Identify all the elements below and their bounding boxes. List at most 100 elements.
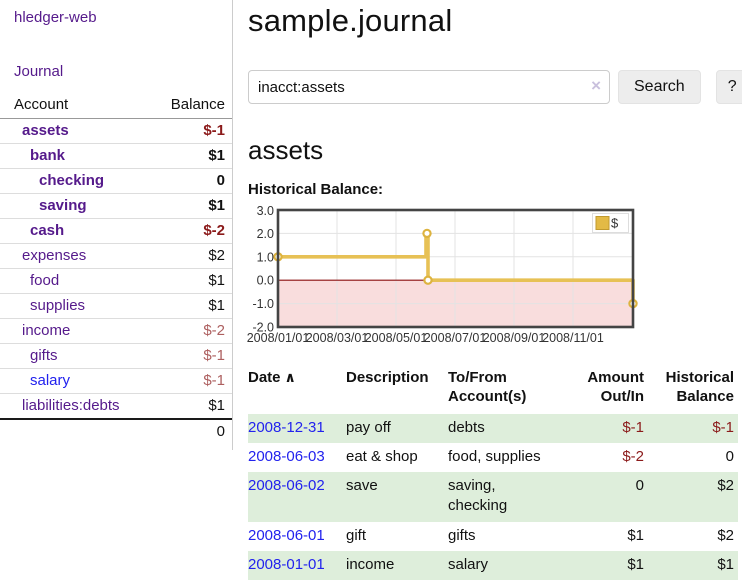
account-row: food $1	[0, 268, 232, 294]
transaction-accounts: food, supplies	[448, 447, 541, 465]
account-link-checking[interactable]: checking	[39, 172, 105, 189]
account-balance: $-1	[142, 368, 232, 394]
account-balance: $-1	[142, 343, 232, 369]
register-header-date[interactable]: Date	[248, 369, 281, 386]
account-link-food[interactable]: food	[30, 272, 60, 289]
account-balance: $1	[142, 268, 232, 294]
account-row: liabilities:debts $1	[0, 393, 232, 420]
svg-text:-2.0: -2.0	[252, 321, 274, 335]
transaction-amount: $-2	[622, 447, 644, 465]
register-table: Date ∧ Description To/From Account(s) Amo…	[248, 369, 738, 580]
transaction-description: eat & shop	[346, 447, 418, 465]
register-row: 2008-06-01 gift gifts $1 $2	[248, 522, 738, 551]
transaction-accounts: gifts	[448, 526, 476, 544]
account-link-saving[interactable]: saving	[39, 197, 87, 214]
account-balance: $1	[142, 393, 232, 420]
transaction-date-link[interactable]: 2008-06-01	[248, 526, 325, 544]
sidebar: hledger-web Journal Account Balance asse…	[0, 0, 233, 450]
svg-text:2.0: 2.0	[257, 227, 274, 241]
transaction-description: income	[346, 550, 448, 580]
transaction-description: gift	[346, 526, 367, 544]
account-link-assets[interactable]: assets	[22, 122, 69, 139]
register-header-row: Date ∧ Description To/From Account(s) Amo…	[248, 369, 738, 414]
transaction-date-link[interactable]: 2008-06-03	[248, 447, 325, 465]
transaction-date-link[interactable]: 2008-12-31	[248, 418, 325, 436]
account-balance: $-1	[142, 118, 232, 144]
account-row: saving $1	[0, 193, 232, 219]
account-balance: 0	[142, 168, 232, 194]
register-row: 2008-06-03 eat & shop food, supplies $-2…	[248, 443, 738, 472]
register-header-description: Description	[346, 369, 429, 386]
accounts-total-row: 0	[0, 418, 232, 444]
transaction-accounts: saving, checking	[448, 472, 560, 522]
account-row: salary $-1	[0, 368, 232, 394]
chart-legend: $	[592, 213, 629, 233]
search-form: × Search ?	[248, 70, 742, 104]
clear-search-icon[interactable]: ×	[591, 76, 601, 95]
account-balance: $1	[142, 193, 232, 219]
accounts-total-value: 0	[142, 418, 232, 444]
transaction-accounts: salary	[448, 550, 560, 580]
account-row: income $-2	[0, 318, 232, 344]
svg-text:3.0: 3.0	[257, 204, 274, 218]
sidebar-item-journal[interactable]: Journal	[14, 63, 64, 80]
account-row: checking 0	[0, 168, 232, 194]
transaction-balance: $2	[717, 526, 734, 544]
transaction-description: save	[346, 472, 448, 522]
account-balance: $1	[142, 143, 232, 169]
account-balance: $-2	[142, 318, 232, 344]
main-content: sample.journal × Search ? assets Histori…	[233, 0, 742, 580]
transaction-balance: $2	[644, 472, 738, 522]
svg-text:-1.0: -1.0	[252, 297, 274, 311]
transaction-balance: 0	[725, 447, 734, 465]
svg-text:1.0: 1.0	[257, 250, 274, 264]
transaction-amount: $1	[627, 526, 644, 544]
historical-balance-chart: $ 3.0 2.0 1.0 0.0 -1.0 -2.0 2008/01/01 2…	[247, 204, 742, 347]
transaction-date-link[interactable]: 2008-01-01	[248, 555, 325, 573]
chart-plot-border	[276, 208, 635, 329]
account-link-income[interactable]: income	[22, 322, 71, 339]
transaction-amount: $-1	[560, 413, 644, 443]
account-link-liabilities-debts[interactable]: liabilities:debts	[22, 397, 120, 414]
account-row: bank $1	[0, 143, 232, 169]
register-header-amount: Amount Out/In	[587, 369, 644, 405]
account-row: assets $-1	[0, 118, 232, 144]
svg-text:2008/01/01: 2008/01/01	[247, 331, 310, 345]
transaction-balance: $1	[644, 550, 738, 580]
register-row: 2008-06-02 save saving, checking 0 $2	[248, 472, 738, 522]
transaction-date-link[interactable]: 2008-06-02	[248, 477, 325, 494]
account-link-cash[interactable]: cash	[30, 222, 65, 239]
svg-text:0.0: 0.0	[257, 274, 274, 288]
account-row: gifts $-1	[0, 343, 232, 369]
help-button[interactable]: ?	[715, 70, 742, 104]
account-row: expenses $2	[0, 243, 232, 269]
account-row: cash $-2	[0, 218, 232, 244]
transaction-description: pay off	[346, 413, 448, 443]
search-button[interactable]: Search	[618, 70, 701, 104]
search-input[interactable]	[248, 70, 610, 104]
account-link-expenses[interactable]: expenses	[22, 247, 87, 264]
legend-label: $	[611, 216, 619, 231]
account-heading: assets	[248, 135, 324, 165]
transaction-amount: $1	[560, 550, 644, 580]
legend-swatch-icon	[595, 216, 610, 230]
transaction-amount: 0	[560, 472, 644, 522]
account-link-salary[interactable]: salary	[30, 372, 71, 389]
app-title-link[interactable]: hledger-web	[14, 9, 97, 26]
account-link-gifts[interactable]: gifts	[30, 347, 58, 364]
chart-title: Historical Balance:	[248, 181, 384, 198]
svg-text:2008/11/01: 2008/11/01	[542, 331, 604, 345]
chart-x-axis-labels: 2008/01/01 2008/03/01 2008/05/01 2008/07…	[247, 331, 604, 345]
account-row: supplies $1	[0, 293, 232, 319]
accounts-table: Account Balance assets $-1 bank $1 check…	[0, 93, 232, 444]
page-title: sample.journal	[248, 3, 453, 38]
register-header-balance: Historical Balance	[665, 369, 734, 405]
sort-ascending-icon[interactable]: ∧	[284, 369, 296, 385]
transaction-balance: $-1	[644, 413, 738, 443]
register-header-tofrom: To/From Account(s)	[448, 369, 527, 405]
transaction-accounts: debts	[448, 413, 560, 443]
account-link-supplies[interactable]: supplies	[30, 297, 86, 314]
svg-text:2008/09/01: 2008/09/01	[483, 331, 546, 345]
register-row: 2008-01-01 income salary $1 $1	[248, 550, 738, 580]
account-link-bank[interactable]: bank	[30, 147, 66, 164]
